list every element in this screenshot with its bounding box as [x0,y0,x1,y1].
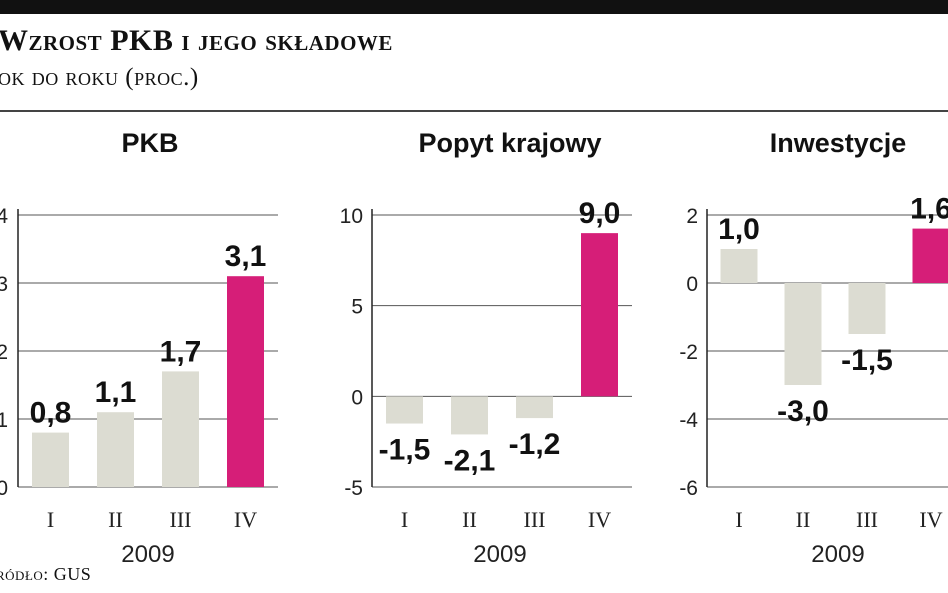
chart-panel: Inwestycje -6 -4 -2 0 2 1,0 I -3,0 II -1,5 III 1,6 IV… [679,128,948,568]
x-tick-label: III [524,507,546,532]
bar [581,233,618,397]
x-tick-label: I [47,507,54,532]
y-tick-label: 4 [0,205,8,228]
y-tick-label: -2 [679,341,698,364]
bar [386,396,423,424]
source-note: ródło: GUS [0,564,92,584]
panel-title: PKB [121,128,178,158]
header-divider [0,110,948,112]
bar [848,283,886,334]
y-tick-label: 10 [340,205,363,228]
x-axis-label: 2009 [811,541,864,568]
data-label: 9,0 [579,197,621,230]
y-tick-label: 3 [0,273,8,296]
chart-subtitle: ok do roku (proc.) [0,64,199,91]
bar [784,283,822,385]
y-tick-label: 1 [0,409,8,432]
data-label: 1,0 [718,213,760,246]
y-tick-label: 2 [686,205,698,228]
data-label: 0,8 [30,397,72,430]
bar [516,396,553,419]
x-tick-label: II [796,507,811,532]
y-tick-label: -5 [344,477,363,500]
data-label: 1,1 [95,376,137,409]
x-axis-label: 2009 [121,541,174,568]
y-tick-label: 0 [351,386,363,409]
y-tick-label: 0 [0,477,8,500]
y-tick-label: -6 [679,477,698,500]
chart-panel: Popyt krajowy -5 0 5 10 -1,5 I -2,1 II -1,2 III 9,0… [340,128,632,568]
x-tick-label: I [401,507,408,532]
x-tick-label: II [108,507,123,532]
x-tick-label: III [170,507,192,532]
data-label: -1,2 [509,428,561,461]
bar [227,276,264,487]
panel-title: Inwestycje [770,128,907,158]
bar [97,412,134,487]
x-axis-label: 2009 [473,541,526,568]
data-label: -1,5 [379,434,431,467]
chart-title: Wzrost PKB i jego składowe [0,24,393,57]
y-tick-label: 5 [351,296,363,319]
x-tick-label: II [462,507,477,532]
data-label: -3,0 [777,395,829,428]
data-label: -2,1 [444,444,496,477]
bar [720,249,758,283]
panel-title: Popyt krajowy [418,128,601,158]
x-tick-label: I [735,507,742,532]
chart-panel: PKB 0 1 2 3 4 0,8 I 1,1 II 1,7 III 3,1 IV 2009 [0,128,278,568]
data-label: 1,6 [910,193,948,226]
bar [162,371,199,487]
x-tick-label: IV [919,507,942,532]
bar [451,396,488,435]
data-label: 3,1 [225,240,267,273]
x-tick-label: III [856,507,878,532]
y-tick-label: 0 [686,273,698,296]
top-bar [0,0,948,14]
x-tick-label: IV [234,507,257,532]
bar [912,228,948,283]
data-label: -1,5 [841,344,893,377]
x-tick-label: IV [588,507,611,532]
y-tick-label: 2 [0,341,8,364]
data-label: 1,7 [160,335,202,368]
y-tick-label: -4 [679,409,698,432]
bar [32,432,69,487]
